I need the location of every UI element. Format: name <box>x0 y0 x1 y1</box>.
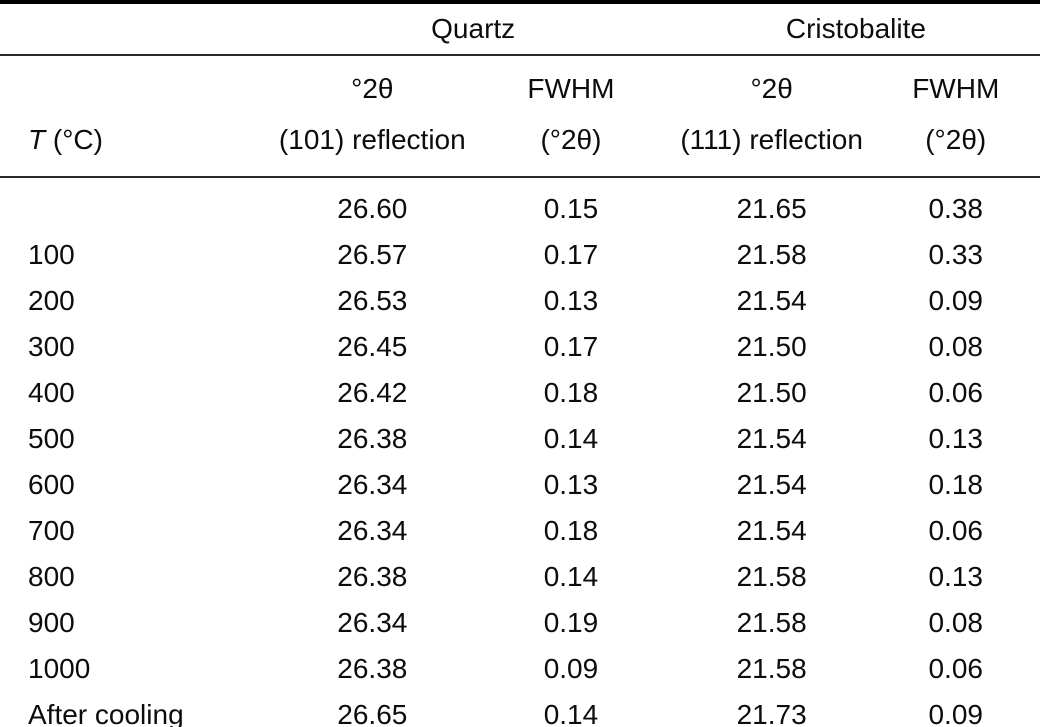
cell-quartz-fwhm: 0.13 <box>543 468 599 500</box>
data-row: 900 26.34 0.19 21.58 0.08 <box>0 600 1040 646</box>
cell-cristobalite-fwhm: 0.08 <box>928 606 983 638</box>
column-header-row-line2: T (°C) (101) reflection (°2θ) (111) refl… <box>0 114 1040 178</box>
cell-quartz-2theta: 26.38 <box>337 422 408 454</box>
data-row: 200 26.53 0.13 21.54 0.09 <box>0 278 1040 324</box>
data-row: 600 26.34 0.13 21.54 0.18 <box>0 462 1040 508</box>
cell-cristobalite-2theta: 21.58 <box>736 606 807 638</box>
cell-cristobalite-2theta: 21.54 <box>736 468 807 500</box>
cell-cristobalite-fwhm: 0.09 <box>928 284 983 316</box>
cell-cristobalite-fwhm: 0.06 <box>928 652 983 684</box>
cell-temperature: 900 <box>28 606 75 638</box>
cell-cristobalite-fwhm: 0.09 <box>928 698 983 727</box>
temperature-unit: (°C) <box>45 123 103 155</box>
header-quartz-2theta-line2: (101) reflection <box>274 114 471 178</box>
cell-cristobalite-2theta: 21.54 <box>736 284 807 316</box>
data-row: 100 26.57 0.17 21.58 0.33 <box>0 232 1040 278</box>
header-cristobalite-fwhm-line1: FWHM <box>912 72 1000 104</box>
cell-quartz-2theta: 26.38 <box>337 560 408 592</box>
data-row: 300 26.45 0.17 21.50 0.08 <box>0 324 1040 370</box>
cell-quartz-2theta: 26.34 <box>337 514 408 546</box>
header-temperature-spacer <box>0 55 275 114</box>
cell-cristobalite-2theta: 21.50 <box>736 376 807 408</box>
cell-cristobalite-fwhm: 0.38 <box>928 192 983 224</box>
header-temperature: T (°C) <box>0 114 275 178</box>
cell-temperature: 100 <box>28 238 75 270</box>
cell-quartz-fwhm: 0.14 <box>543 560 599 592</box>
cell-cristobalite-2theta: 21.50 <box>736 330 807 362</box>
data-row: 26.60 0.15 21.65 0.38 <box>0 177 1040 232</box>
data-row: 700 26.34 0.18 21.54 0.06 <box>0 508 1040 554</box>
header-cristobalite-2theta-line1: °2θ <box>750 72 793 104</box>
cell-temperature: After cooling <box>28 698 184 727</box>
cell-cristobalite-2theta: 21.58 <box>736 652 807 684</box>
cell-cristobalite-fwhm: 0.06 <box>928 514 983 546</box>
cell-quartz-fwhm: 0.19 <box>543 606 599 638</box>
table-body: 26.60 0.15 21.65 0.38 100 26.57 0.17 21.58 0.33 2… <box>0 177 1040 727</box>
cell-quartz-2theta: 26.42 <box>337 376 408 408</box>
cell-quartz-2theta: 26.60 <box>337 192 408 224</box>
cell-temperature: 500 <box>28 422 75 454</box>
cell-quartz-2theta: 26.45 <box>337 330 408 362</box>
group-header-quartz: Quartz <box>274 2 672 56</box>
cell-quartz-fwhm: 0.14 <box>543 698 599 727</box>
cell-temperature: 700 <box>28 514 75 546</box>
cell-quartz-fwhm: 0.17 <box>543 330 599 362</box>
cell-cristobalite-2theta: 21.65 <box>736 192 807 224</box>
cell-quartz-2theta: 26.38 <box>337 652 408 684</box>
header-quartz-fwhm-line1: FWHM <box>527 72 615 104</box>
cell-quartz-fwhm: 0.15 <box>543 192 599 224</box>
cell-cristobalite-fwhm: 0.13 <box>928 560 983 592</box>
group-header-cristobalite: Cristobalite <box>671 2 1040 56</box>
group-header-row: Quartz Cristobalite <box>0 2 1040 56</box>
header-cristobalite-2theta-line2: (111) reflection <box>671 114 872 178</box>
cell-temperature: 400 <box>28 376 75 408</box>
data-row: After cooling 26.65 0.14 21.73 0.09 <box>0 692 1040 727</box>
cell-quartz-2theta: 26.34 <box>337 606 408 638</box>
cell-temperature: 200 <box>28 284 75 316</box>
cell-quartz-2theta: 26.65 <box>337 698 408 727</box>
cell-quartz-fwhm: 0.18 <box>543 514 599 546</box>
table-header: Quartz Cristobalite °2θ FWHM °2θ FWHM T … <box>0 2 1040 178</box>
cell-cristobalite-2theta: 21.54 <box>736 514 807 546</box>
data-row: 800 26.38 0.14 21.58 0.13 <box>0 554 1040 600</box>
cell-temperature: 600 <box>28 468 75 500</box>
column-header-row-line1: °2θ FWHM °2θ FWHM <box>0 55 1040 114</box>
cell-quartz-fwhm: 0.09 <box>543 652 599 684</box>
cell-temperature: 300 <box>28 330 75 362</box>
data-row: 400 26.42 0.18 21.50 0.06 <box>0 370 1040 416</box>
data-row: 500 26.38 0.14 21.54 0.13 <box>0 416 1040 462</box>
group-header-spacer <box>0 2 275 56</box>
cell-quartz-fwhm: 0.14 <box>543 422 599 454</box>
cell-cristobalite-fwhm: 0.33 <box>928 238 983 270</box>
cell-quartz-fwhm: 0.17 <box>543 238 599 270</box>
cell-quartz-2theta: 26.34 <box>337 468 408 500</box>
data-row: 1000 26.38 0.09 21.58 0.06 <box>0 646 1040 692</box>
cell-quartz-2theta: 26.53 <box>337 284 408 316</box>
cell-cristobalite-fwhm: 0.06 <box>928 376 983 408</box>
cell-quartz-fwhm: 0.18 <box>543 376 599 408</box>
cell-cristobalite-fwhm: 0.18 <box>928 468 983 500</box>
cell-cristobalite-fwhm: 0.13 <box>928 422 983 454</box>
cell-temperature: 800 <box>28 560 75 592</box>
cell-temperature: 1000 <box>28 652 91 684</box>
header-cristobalite-fwhm-line2: (°2θ) <box>871 114 1040 178</box>
header-quartz-2theta-line1: °2θ <box>351 72 394 104</box>
cell-cristobalite-2theta: 21.54 <box>736 422 807 454</box>
temperature-symbol: T <box>28 123 46 155</box>
cell-temperature <box>0 177 275 232</box>
cell-cristobalite-fwhm: 0.08 <box>928 330 983 362</box>
cell-quartz-fwhm: 0.13 <box>543 284 599 316</box>
cell-cristobalite-2theta: 21.73 <box>736 698 807 727</box>
header-quartz-fwhm-line2: (°2θ) <box>470 114 672 178</box>
cell-cristobalite-2theta: 21.58 <box>736 238 807 270</box>
cell-quartz-2theta: 26.57 <box>337 238 408 270</box>
cell-cristobalite-2theta: 21.58 <box>736 560 807 592</box>
